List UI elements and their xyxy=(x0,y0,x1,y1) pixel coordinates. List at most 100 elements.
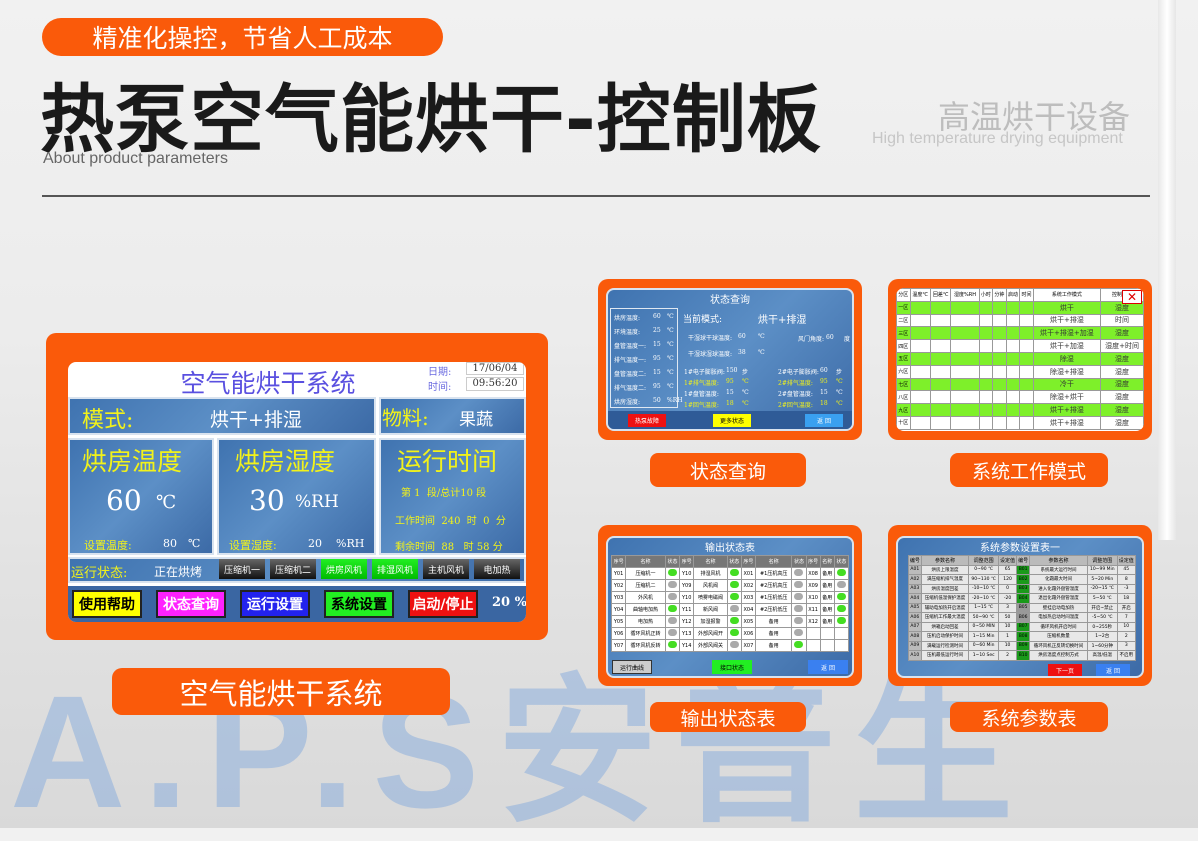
set-humidity-value[interactable]: 20 xyxy=(308,537,322,550)
status-lamp xyxy=(833,603,850,616)
back-button[interactable]: 返 回 xyxy=(805,414,843,427)
run-curve-button[interactable]: 运行曲线 xyxy=(612,660,652,674)
main-button-2[interactable]: 运行设置 xyxy=(240,590,310,618)
cell xyxy=(1005,326,1021,341)
more-status-button[interactable]: 更多状态 xyxy=(713,414,751,427)
param-cell: 烘房上限温度 xyxy=(920,564,970,575)
param-cell: 0~50 MIN xyxy=(968,621,999,632)
table-row[interactable]: 八区 除湿+烘干 湿度 xyxy=(896,390,1144,405)
table-row[interactable]: 四区 烘干+加湿 湿度+时间 xyxy=(896,339,1144,353)
param-cell[interactable]: 0 xyxy=(997,583,1018,594)
param-cell: 退出化霜外盘管温度 xyxy=(1028,593,1089,604)
status-left-l: 烘房温度: xyxy=(614,315,641,322)
param-cell: 辅助电加热开启温度 xyxy=(920,602,970,613)
table-row[interactable]: A08 压机启动保护时间 1~15 Min 1 B08 压缩机数量 1~2台 2 xyxy=(908,631,1137,642)
param-cell[interactable]: 10 xyxy=(997,640,1018,651)
table-row[interactable]: 二区 烘干+排湿 时间 xyxy=(896,313,1144,328)
table-row[interactable]: 十区 烘干+排湿 湿度 xyxy=(896,415,1144,430)
status-left-l: 烘房湿度: xyxy=(614,399,641,406)
cell xyxy=(1005,364,1021,379)
table-row[interactable]: A04 压缩机低温保护温度 -20~10 ℃ -20 B04 退出化霜外盘管温度 5~50 … xyxy=(908,593,1137,604)
cell xyxy=(1005,390,1021,405)
param-cell[interactable]: 2 xyxy=(997,650,1018,661)
param-cell: 1~60分钟 xyxy=(1087,640,1118,651)
status-lamp xyxy=(664,615,681,628)
table-row[interactable]: 九区 烘干+排湿 湿度 xyxy=(896,403,1144,417)
param-header: 参数名称 xyxy=(1028,555,1089,566)
indicator-5: 电加热 xyxy=(474,559,520,579)
param-cell: 循环风机正反转切换时间 xyxy=(1028,640,1089,651)
param-cell: 压缩机数量 xyxy=(1028,631,1089,642)
output-name: 外部风阀关 xyxy=(693,639,728,652)
param-cell[interactable]: 不启用 xyxy=(1116,650,1137,661)
next-page-button[interactable]: 下一页 xyxy=(1048,664,1082,676)
damper-l: 风门角度: xyxy=(798,336,825,343)
main-button-0[interactable]: 使用帮助 xyxy=(72,590,142,618)
param-cell[interactable]: 开启 xyxy=(1116,602,1137,613)
lamp-icon xyxy=(729,641,739,648)
param-cell[interactable]: 1 xyxy=(997,631,1018,642)
table-row[interactable]: A03 烘房温度回差 -10~10 ℃ 0 B03 进入化霜外盘管温度 -20~15 ℃ -3 xyxy=(908,583,1137,594)
indicator-2: 烘房风机 xyxy=(321,559,367,579)
param-cell[interactable]: 3 xyxy=(997,602,1018,613)
close-icon[interactable]: ✕ xyxy=(1122,290,1142,304)
param-cell: 高温/低温 xyxy=(1087,650,1118,661)
table-row[interactable]: A06 压缩机工作最大温度 50~90 ℃ 50 B06 电加热启动时间温度 -5~50 ℃… xyxy=(908,612,1137,623)
param-cell[interactable]: 18 xyxy=(1116,593,1137,604)
main-button-1[interactable]: 状态查询 xyxy=(156,590,226,618)
param-cell[interactable]: 50 xyxy=(997,612,1018,623)
table-row[interactable]: 一区 烘干 湿度 xyxy=(896,300,1144,315)
status-left-v: 15 xyxy=(653,341,661,348)
status-left-l: 盘管温度二: xyxy=(614,371,647,378)
humidity-label: 烘房湿度 xyxy=(235,447,336,476)
cell xyxy=(929,364,952,379)
table-row[interactable]: A10 压机最低运行时间 1~10 Sec 2 B10 烘房温度点控制方式 高温/低温 不启用 xyxy=(908,650,1137,661)
table-row[interactable]: A05 辅助电加热开启温度 1~15 ℃ 3 B05 壁挂启动电加热 开启~禁止 开启 xyxy=(908,602,1137,613)
table-row[interactable]: 三区 烘干+排湿+加湿 湿度 xyxy=(896,326,1144,341)
param-cell[interactable]: 10 xyxy=(997,621,1018,632)
set-temperature-value[interactable]: 80 xyxy=(163,537,177,550)
table-row[interactable]: 五区 除湿 湿度 xyxy=(896,351,1144,366)
param-cell[interactable]: 120 xyxy=(997,574,1018,585)
param-cell[interactable]: 65 xyxy=(997,564,1018,575)
param-cell[interactable]: -20 xyxy=(997,593,1018,604)
param-cell[interactable]: 10 xyxy=(1116,621,1137,632)
table-row[interactable]: A09 满载运行检测时间 0~60 Min 10 B09 循环风机正反转切换时间 1~60分… xyxy=(908,640,1137,651)
screen-title: 空气能烘干系统 xyxy=(180,369,356,398)
param-cell: B09 xyxy=(1016,640,1030,651)
indicator-0: 压缩机一 xyxy=(219,559,265,579)
param-cell[interactable]: 2 xyxy=(1116,631,1137,642)
table-row[interactable]: A01 烘房上限温度 0~90 ℃ 65 B01 系统最大运行时间 10~99 Min 45 xyxy=(908,564,1137,575)
back-button[interactable]: 返 回 xyxy=(808,660,848,674)
output-name: 循环风机反转 xyxy=(625,639,666,652)
param-cell[interactable]: 45 xyxy=(1116,564,1137,575)
table-row[interactable]: 七区 冷干 湿度 xyxy=(896,377,1144,392)
zone: 七区 xyxy=(896,377,911,392)
status-left-u: ℃ xyxy=(667,313,674,320)
param-header: 参数名称 xyxy=(920,555,970,566)
main-button-3[interactable]: 系统设置 xyxy=(324,590,394,618)
zone: 八区 xyxy=(896,390,911,405)
status-lamp xyxy=(664,627,681,640)
back-button[interactable]: 返 回 xyxy=(1096,664,1130,676)
param-cell[interactable]: -3 xyxy=(1116,583,1137,594)
param-cell: 化霜最大时间 xyxy=(1028,574,1089,585)
status-lamp xyxy=(726,603,742,616)
interface-status-button[interactable]: 接口状态 xyxy=(712,660,752,674)
cell xyxy=(1005,415,1021,430)
main-button-4[interactable]: 启动/停止 xyxy=(408,590,478,618)
table-row[interactable]: A02 满压缩机排气温度 90~130 ℃ 120 B02 化霜最大时间 5~20 Min 8 xyxy=(908,574,1137,585)
table-row[interactable]: 六区 除湿+排湿 湿度 xyxy=(896,364,1144,379)
status-caption: 状态查询 xyxy=(650,453,806,487)
status-mid-v: 38 xyxy=(738,349,746,356)
heat-pump-fault-button[interactable]: 热泵故障 xyxy=(628,414,666,427)
param-cell[interactable]: 7 xyxy=(1116,612,1137,623)
param-cell[interactable]: 8 xyxy=(1116,574,1137,585)
output-name: #2压机低压 xyxy=(754,603,793,616)
param-table-wrap: 编号 参数名称 调整范围 设定值 编号 参数名称 调整范围 设定值 A01 烘房上限温度 0~90 … xyxy=(908,555,1137,661)
param-cell: A03 xyxy=(908,583,922,594)
status-lamp xyxy=(833,639,850,652)
table-row[interactable]: A07 烘箱启动回差 0~50 MIN 10 B07 循环风机开启时间 0~255秒 10 xyxy=(908,621,1137,632)
param-cell[interactable]: 3 xyxy=(1116,640,1137,651)
status-lamp xyxy=(833,579,850,592)
